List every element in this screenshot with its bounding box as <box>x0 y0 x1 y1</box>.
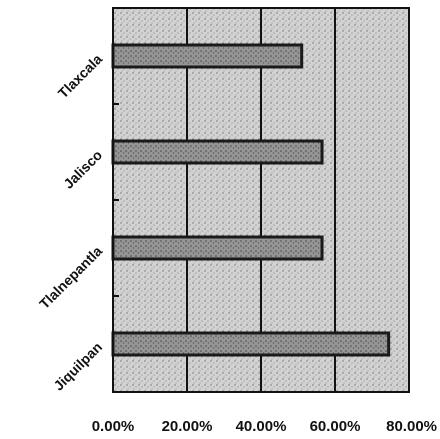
bar-tlaxcala <box>111 43 304 69</box>
category-label-jalisco: Jalisco <box>60 147 105 192</box>
category-label-jiquilpan: Jiquilpan <box>50 339 105 394</box>
category-label-tlaxcala: Tlaxcala <box>55 51 106 102</box>
x-tick-label: 0.00% <box>92 418 135 435</box>
x-tick-label: 20.00% <box>162 418 213 435</box>
bar-jiquilpan <box>111 331 391 357</box>
x-tick-label: 40.00% <box>236 418 287 435</box>
category-label-tlalnepantla: Tlalnepantla <box>36 243 105 312</box>
x-tick-label: 80.00% <box>386 418 437 435</box>
x-tick-label: 60.00% <box>310 418 361 435</box>
plot-frame <box>112 7 410 393</box>
bar-jalisco <box>111 139 324 165</box>
bar-tlalnepantla <box>111 235 324 261</box>
